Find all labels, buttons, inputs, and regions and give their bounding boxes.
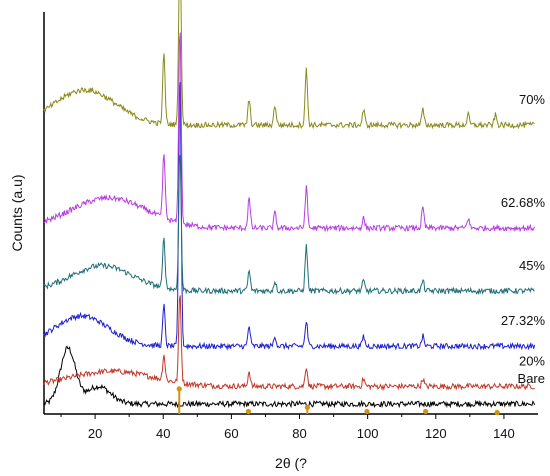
series-labels: Bare 20% 27.32% 45% 62.68% 70%	[501, 92, 546, 386]
reference-dot	[304, 404, 310, 411]
series-label: Bare	[518, 371, 545, 386]
series-label: 20%	[519, 353, 545, 368]
reference-dot	[176, 386, 182, 392]
series-line-45-	[43, 154, 535, 296]
x-tick-label: 100	[357, 426, 379, 441]
series-line-70-	[43, 0, 535, 130]
series-label: 70%	[519, 92, 545, 107]
series-line-20-	[43, 295, 535, 392]
x-tick-label: 120	[425, 426, 447, 441]
y-axis-title: Counts (a.u)	[9, 174, 25, 251]
axes	[43, 12, 538, 415]
x-tick-label: 20	[88, 426, 102, 441]
reference-dot	[422, 408, 429, 415]
x-axis-title: 2θ (?	[275, 455, 307, 471]
x-tick-label: 140	[493, 426, 515, 441]
series-label: 27.32%	[501, 313, 546, 328]
series-group	[43, 0, 536, 409]
series-line-bare	[43, 345, 536, 409]
x-tick-label: 40	[156, 426, 170, 441]
series-line-27-32-	[43, 81, 536, 351]
series-label: 62.68%	[501, 195, 546, 210]
series-line-62-68-	[43, 32, 536, 233]
x-tick-label: 60	[224, 426, 238, 441]
x-ticks: 20 40 60 80 100 120 140	[60, 414, 515, 441]
reference-dot	[494, 409, 500, 416]
x-tick-label: 80	[292, 426, 306, 441]
series-label: 45%	[519, 258, 545, 273]
reference-markers	[176, 386, 500, 416]
reference-dot	[364, 408, 370, 415]
reference-dot	[245, 408, 252, 415]
